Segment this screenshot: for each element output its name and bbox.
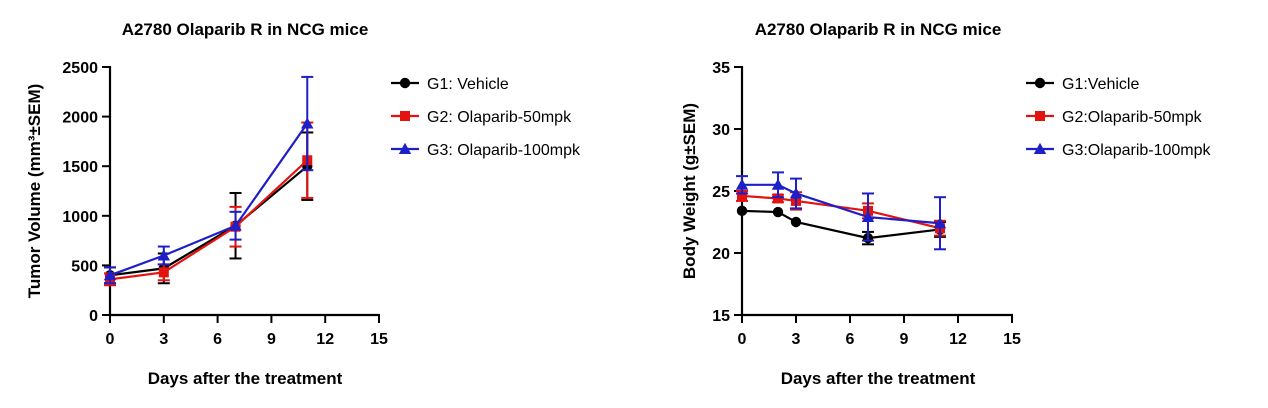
legend-entry: G2: Olaparib-50mpk — [391, 109, 572, 126]
x-tick-label: 12 — [949, 331, 967, 348]
x-tick-label: 3 — [792, 331, 801, 348]
x-tick-label: 6 — [213, 331, 222, 348]
y-tick-label: 1500 — [62, 159, 98, 176]
x-tick-label: 15 — [370, 331, 388, 348]
legend-label: G3:Olaparib-100mpk — [1062, 142, 1212, 159]
x-tick-label: 9 — [900, 331, 909, 348]
series-3 — [103, 75, 314, 285]
x-tick-label: 3 — [159, 331, 168, 348]
y-tick-label: 30 — [712, 122, 730, 139]
chart-title: A2780 Olaparib R in NCG mice — [122, 20, 369, 39]
data-point — [773, 193, 783, 204]
y-tick-label: 15 — [712, 308, 730, 325]
legend-label: G1: Vehicle — [427, 76, 509, 93]
series-1 — [104, 131, 314, 285]
data-point — [861, 210, 875, 222]
legend-marker — [1035, 111, 1045, 121]
data-point — [737, 190, 747, 201]
series-line — [109, 165, 308, 277]
data-point — [772, 206, 784, 218]
legend-label: G2: Olaparib-50mpk — [427, 109, 572, 126]
x-axis-label: Days after the treatment — [781, 369, 976, 388]
series-line — [741, 209, 941, 240]
y-tick-label: 35 — [712, 60, 730, 77]
y-axis-label: Tumor Volume (mm³±SEM) — [25, 84, 44, 299]
series-2 — [736, 190, 946, 237]
legend-marker — [398, 142, 412, 154]
x-tick-label: 6 — [846, 331, 855, 348]
y-tick-label: 20 — [712, 246, 730, 263]
legend-label: G3: Olaparib-100mpk — [427, 142, 581, 159]
data-point — [736, 205, 748, 217]
legend-entry: G1:Vehicle — [1026, 76, 1139, 93]
legend-marker — [1033, 142, 1047, 154]
x-tick-label: 12 — [316, 331, 334, 348]
data-point — [789, 187, 803, 199]
x-axis-label: Days after the treatment — [148, 369, 343, 388]
chart-title: A2780 Olaparib R in NCG mice — [755, 20, 1002, 39]
legend-entry: G2:Olaparib-50mpk — [1026, 109, 1203, 126]
series-3 — [735, 171, 947, 251]
legend-entry: G1: Vehicle — [391, 76, 509, 93]
y-tick-label: 500 — [71, 258, 98, 275]
x-tick-label: 0 — [738, 331, 747, 348]
y-axis-label: Body Weight (g±SEM) — [680, 103, 699, 279]
chart-2: A2780 Olaparib R in NCG mice 0 3 6 9 12 15 15 20… — [680, 20, 1212, 388]
series-2 — [104, 121, 314, 287]
legend-label: G1:Vehicle — [1062, 76, 1139, 93]
legend-entry: G3:Olaparib-100mpk — [1026, 142, 1212, 159]
legend-entry: G3: Olaparib-100mpk — [391, 142, 581, 159]
y-tick-label: 2000 — [62, 110, 98, 127]
x-tick-label: 0 — [106, 331, 115, 348]
data-point — [790, 216, 802, 228]
data-point — [735, 178, 749, 190]
legend-marker — [399, 77, 411, 89]
data-point — [157, 249, 170, 261]
y-tick-label: 2500 — [62, 60, 98, 77]
legend-marker — [1034, 77, 1046, 89]
x-tick-label: 15 — [1003, 331, 1021, 348]
data-point — [933, 217, 947, 229]
series-1 — [736, 205, 946, 246]
data-point — [103, 269, 117, 281]
series-line — [109, 122, 309, 277]
series-line — [109, 159, 309, 281]
y-tick-label: 1000 — [62, 209, 98, 226]
legend-marker — [400, 111, 410, 121]
y-tick-label: 25 — [712, 184, 730, 201]
data-point — [771, 178, 785, 190]
y-tick-label: 0 — [89, 308, 98, 325]
x-tick-label: 9 — [267, 331, 276, 348]
data-point — [158, 267, 169, 278]
series-line — [742, 183, 941, 225]
data-point — [301, 117, 314, 129]
chart-1: A2780 Olaparib R in NCG mice 0 3 6 9 12 15 0 500… — [25, 20, 581, 388]
legend-label: G2:Olaparib-50mpk — [1062, 109, 1203, 126]
data-point — [229, 219, 242, 231]
